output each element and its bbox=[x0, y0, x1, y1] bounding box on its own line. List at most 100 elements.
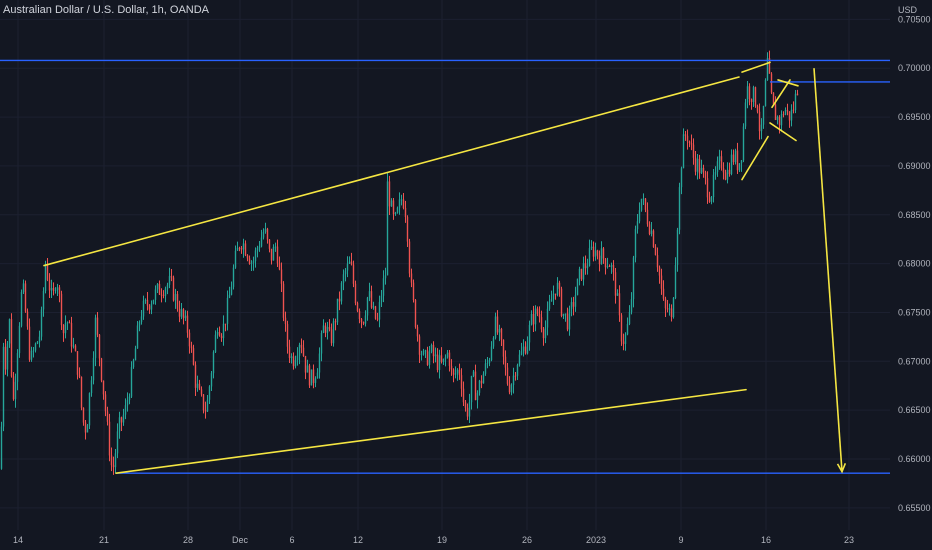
candle-body bbox=[584, 263, 587, 269]
candle-body bbox=[8, 319, 11, 344]
candle-body bbox=[528, 324, 531, 343]
candle-body bbox=[430, 344, 433, 352]
x-tick-label: 16 bbox=[761, 535, 771, 545]
candle-body bbox=[164, 288, 167, 296]
candle-body bbox=[258, 246, 261, 249]
candle-body bbox=[636, 221, 639, 230]
candle-body bbox=[292, 356, 295, 367]
candle-body bbox=[18, 325, 21, 354]
candle-body bbox=[626, 323, 629, 335]
y-unit-label: USD bbox=[898, 5, 918, 15]
candle-body bbox=[552, 293, 555, 300]
candle-body bbox=[288, 346, 291, 358]
candle-body bbox=[774, 104, 777, 121]
candle-body bbox=[214, 334, 217, 353]
candle-body bbox=[36, 341, 39, 344]
candle-body bbox=[334, 321, 337, 323]
candle-body bbox=[286, 324, 289, 347]
candle-body bbox=[492, 337, 495, 347]
candle-body bbox=[522, 346, 525, 352]
candle-body bbox=[632, 257, 635, 300]
y-tick-label: 0.67000 bbox=[898, 356, 931, 366]
candle-body bbox=[498, 328, 501, 333]
candle-body bbox=[618, 293, 621, 316]
candle-body bbox=[724, 172, 727, 180]
candle-body bbox=[310, 369, 313, 386]
y-tick-label: 0.67500 bbox=[898, 307, 931, 317]
candle-body bbox=[338, 298, 341, 302]
candle-body bbox=[682, 134, 685, 169]
candle-body bbox=[108, 421, 111, 456]
candle-body bbox=[272, 247, 275, 261]
candle-body bbox=[530, 314, 533, 325]
trend-line bbox=[115, 388, 747, 474]
candle-body bbox=[768, 58, 771, 74]
candle-body bbox=[722, 168, 725, 173]
candle-body bbox=[578, 268, 581, 279]
candle-body bbox=[406, 217, 409, 242]
candle-body bbox=[162, 294, 165, 296]
candle-body bbox=[500, 328, 503, 340]
candle-body bbox=[144, 299, 147, 301]
candle-body bbox=[268, 239, 271, 249]
candle-body bbox=[458, 369, 461, 376]
candle-body bbox=[796, 93, 799, 96]
candle-body bbox=[484, 363, 487, 374]
candle-body bbox=[582, 263, 585, 280]
candle-body bbox=[304, 356, 307, 373]
candle-body bbox=[448, 352, 451, 366]
candle-body bbox=[412, 282, 415, 300]
candle-body bbox=[630, 299, 633, 313]
candle-body bbox=[524, 346, 527, 354]
candle-body bbox=[92, 357, 95, 381]
candle-body bbox=[426, 350, 429, 365]
candle-body bbox=[780, 114, 783, 126]
candle-body bbox=[160, 294, 163, 296]
candle-body bbox=[72, 345, 75, 347]
y-tick-label: 0.65500 bbox=[898, 503, 931, 513]
candle-body bbox=[466, 407, 469, 417]
candle-body bbox=[188, 332, 191, 347]
trend-line bbox=[769, 122, 797, 142]
candle-body bbox=[388, 181, 391, 207]
candle-body bbox=[26, 311, 29, 327]
candle-body bbox=[98, 334, 101, 359]
candle-body bbox=[296, 355, 299, 361]
candle-body bbox=[614, 272, 617, 296]
candle-body bbox=[370, 291, 373, 308]
x-tick-label: 28 bbox=[183, 535, 193, 545]
candle-body bbox=[328, 326, 331, 330]
candle-body bbox=[754, 87, 757, 107]
symbol-title: Australian Dollar / U.S. Dollar, 1h, OAN… bbox=[3, 4, 210, 16]
candle-body bbox=[56, 287, 59, 291]
candle-body bbox=[146, 299, 149, 306]
candle-body bbox=[140, 316, 143, 322]
candle-body bbox=[786, 109, 789, 112]
x-tick-label: 26 bbox=[522, 535, 532, 545]
candle-body bbox=[332, 321, 335, 344]
candle-body bbox=[446, 352, 449, 358]
candle-body bbox=[194, 364, 197, 388]
candle-body bbox=[100, 358, 103, 381]
candle-body bbox=[264, 228, 267, 232]
candle-body bbox=[172, 277, 175, 301]
candle-body bbox=[180, 309, 183, 317]
candle-body bbox=[512, 375, 515, 385]
candle-body bbox=[414, 299, 417, 328]
candle-body bbox=[778, 116, 781, 126]
candle-body bbox=[700, 167, 703, 174]
candle-body bbox=[548, 301, 551, 309]
candle-body bbox=[712, 174, 715, 198]
candle-body bbox=[362, 322, 365, 324]
candle-body bbox=[80, 376, 83, 408]
candle-body bbox=[652, 230, 655, 247]
candle-body bbox=[282, 283, 285, 318]
candle-body bbox=[566, 313, 569, 330]
candle-body bbox=[294, 360, 297, 367]
candle-body bbox=[438, 355, 441, 370]
candle-body bbox=[684, 134, 687, 136]
candle-body bbox=[278, 263, 281, 270]
x-axis: 14 21 28 Dec 6 12 19 26 2023 9 16 23 bbox=[13, 535, 854, 545]
